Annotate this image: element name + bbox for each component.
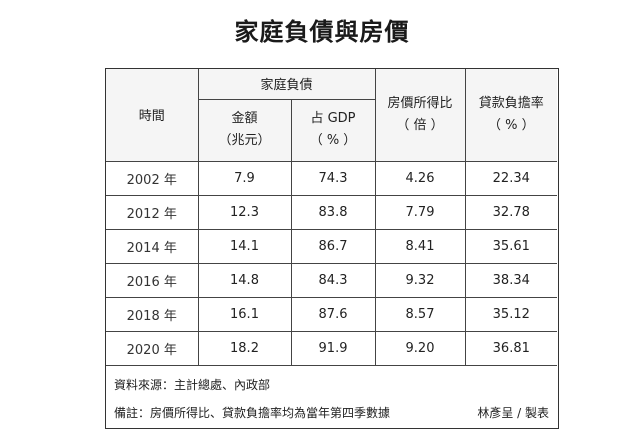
cell-year: 2012 年 <box>106 194 199 230</box>
cell-pct-gdp: 91.9 <box>290 330 376 366</box>
cell-price-income: 8.41 <box>374 228 466 264</box>
table-row: 2016 年 14.8 84.3 9.32 38.34 <box>106 262 558 298</box>
table-notes: 資料來源：主計總處、內政部 備註：房價所得比、貸款負擔率均為當年第四季數據 林彥… <box>106 366 557 428</box>
cell-price-income: 8.57 <box>374 296 466 332</box>
data-table-frame: 時間 家庭負債 房價所得比 （ 倍 ） 貸款負擔率 （ % ） 金額 （兆元） … <box>105 68 559 429</box>
cell-amount: 18.2 <box>197 330 292 366</box>
cell-year: 2016 年 <box>106 262 199 298</box>
header-amount-label: 金額 <box>231 111 258 126</box>
header-loan-burden-ratio: 貸款負擔率 （ % ） <box>464 69 558 162</box>
author-credit: 林彥呈 / 製表 <box>477 406 549 420</box>
cell-year: 2014 年 <box>106 228 199 264</box>
cell-price-income: 9.20 <box>374 330 466 366</box>
cell-price-income: 7.79 <box>374 194 466 230</box>
household-debt-table: 時間 家庭負債 房價所得比 （ 倍 ） 貸款負擔率 （ % ） 金額 （兆元） … <box>106 69 558 366</box>
cell-loan-burden: 32.78 <box>464 194 558 230</box>
table-row: 2014 年 14.1 86.7 8.41 35.61 <box>106 228 558 264</box>
header-time: 時間 <box>106 69 199 162</box>
cell-loan-burden: 35.61 <box>464 228 558 264</box>
cell-pct-gdp: 84.3 <box>290 262 376 298</box>
remark-note: 備註：房價所得比、貸款負擔率均為當年第四季數據 <box>114 406 391 420</box>
header-price-income-label: 房價所得比 <box>387 95 453 111</box>
cell-amount: 12.3 <box>197 194 292 230</box>
cell-loan-burden: 35.12 <box>464 296 558 332</box>
header-loan-burden-unit: （ % ） <box>487 117 535 133</box>
header-amount: 金額 （兆元） <box>198 98 292 162</box>
cell-pct-gdp: 83.8 <box>290 194 376 230</box>
cell-loan-burden: 36.81 <box>464 330 558 366</box>
table-row: 2020 年 18.2 91.9 9.20 36.81 <box>106 330 558 366</box>
table-row: 2018 年 16.1 87.6 8.57 35.12 <box>106 296 558 332</box>
cell-amount: 16.1 <box>197 296 292 332</box>
cell-year: 2018 年 <box>106 296 199 332</box>
header-pct-gdp: 占 GDP （ % ） <box>290 98 376 162</box>
table-row: 2002 年 7.9 74.3 4.26 22.34 <box>106 160 558 196</box>
page-title: 家庭負債與房價 <box>234 18 410 46</box>
cell-amount: 14.1 <box>197 228 292 264</box>
cell-loan-burden: 38.34 <box>464 262 558 298</box>
cell-pct-gdp: 74.3 <box>290 160 376 196</box>
header-pct-gdp-unit: （ % ） <box>309 133 357 148</box>
cell-year: 2002 年 <box>106 160 199 196</box>
header-loan-burden-label: 貸款負擔率 <box>478 95 544 111</box>
header-household-debt: 家庭負債 <box>197 69 376 100</box>
cell-pct-gdp: 87.6 <box>290 296 376 332</box>
table-row: 2012 年 12.3 83.8 7.79 32.78 <box>106 194 558 230</box>
cell-price-income: 9.32 <box>374 262 466 298</box>
cell-price-income: 4.26 <box>374 160 466 196</box>
cell-amount: 14.8 <box>197 262 292 298</box>
header-price-income-ratio: 房價所得比 （ 倍 ） <box>374 69 466 162</box>
cell-loan-burden: 22.34 <box>464 160 558 196</box>
source-note: 資料來源：主計總處、內政部 <box>114 378 271 392</box>
cell-amount: 7.9 <box>197 160 292 196</box>
header-price-income-unit: （ 倍 ） <box>396 117 444 133</box>
header-amount-unit: （兆元） <box>218 133 271 148</box>
cell-pct-gdp: 86.7 <box>290 228 376 264</box>
cell-year: 2020 年 <box>106 330 199 366</box>
header-pct-gdp-label: 占 GDP <box>310 111 356 126</box>
